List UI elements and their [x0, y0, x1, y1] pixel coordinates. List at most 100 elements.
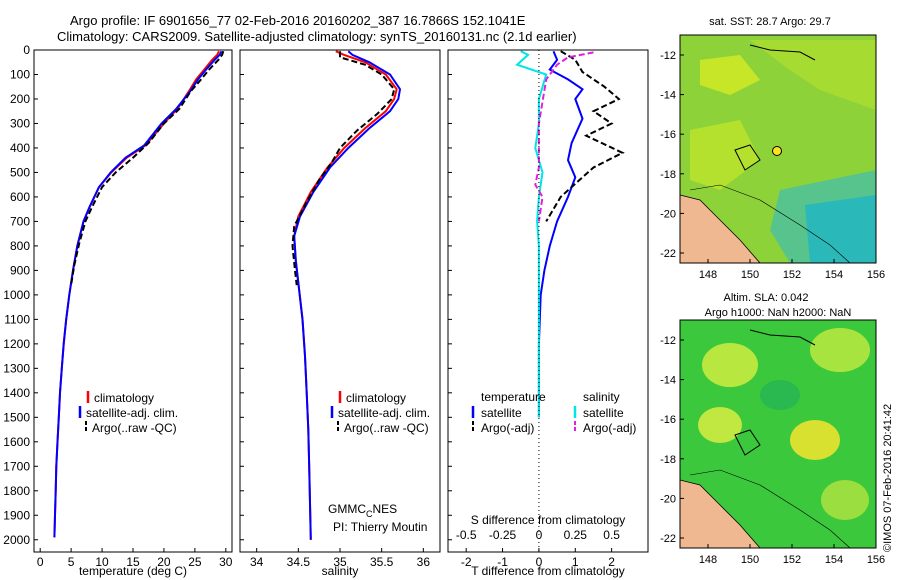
depth-tick-label: 100	[10, 67, 30, 81]
salinity-legend: climatology satellite-adj. clim. Argo(..…	[330, 391, 430, 435]
lon-tick-label: 148	[699, 269, 717, 281]
depth-tick-label: 300	[10, 116, 30, 130]
sst-map-title: sat. SST: 28.7 Argo: 29.7	[709, 16, 831, 28]
lat-tick-label: -14	[660, 375, 676, 387]
lon-tick-label: 150	[741, 269, 759, 281]
sla-lat-ticks: -12 -14 -16 -18 -20 -22	[660, 335, 684, 545]
depth-tick-label: 0	[23, 43, 30, 57]
temperature-legend: climatology satellite-adj. clim. Argo(..…	[78, 391, 178, 435]
sla-map	[679, 319, 877, 549]
legend-argo-label: Argo(..raw -QC)	[92, 421, 177, 435]
x-tick-label: 30	[219, 555, 233, 569]
lat-tick-label: -18	[660, 169, 676, 181]
s-tick-label: 0.5	[603, 528, 620, 542]
x-tick-label: -1	[497, 555, 508, 569]
sst-cool-region	[805, 195, 876, 263]
gmmc-label: GMMCCNES	[328, 502, 397, 519]
depth-tick-label: 900	[10, 263, 30, 277]
imos-credit: ©IMOS 07-Feb-2016 20:41:42	[882, 403, 894, 552]
sla-map-title-1: Altim. SLA: 0.042	[724, 292, 809, 304]
figure-title-line2: Climatology: CARS2009. Satellite-adjuste…	[57, 29, 577, 44]
x-tick-label: 20	[157, 555, 171, 569]
sla-reef-outline	[749, 329, 816, 346]
series-line-2	[515, 50, 548, 418]
lat-tick-label: -16	[660, 129, 676, 141]
depth-tick-label: 1000	[3, 288, 30, 302]
lat-tick-label: -20	[660, 493, 676, 505]
temperature-xlabel: temperature (deg C)	[79, 564, 187, 578]
depth-tick-label: 1300	[3, 361, 30, 375]
salinity-xlabel: salinity	[322, 564, 359, 578]
salinity-plot: 34 34.5 35 35.5 36	[250, 50, 430, 569]
sla-high-patch	[702, 343, 758, 387]
legend-temperature-header: temperature	[481, 390, 546, 404]
depth-tick-label: 700	[10, 214, 30, 228]
series-line-1	[545, 50, 625, 222]
pi-label: PI: Thierry Moutin	[333, 520, 427, 534]
series-line-3	[534, 51, 594, 222]
x-tick-label: 25	[188, 555, 202, 569]
temperature-plot: 0 5 10 15 20 25 30	[37, 50, 233, 569]
depth-tick-label: 1200	[3, 337, 30, 351]
sla-shelf-contour	[689, 469, 851, 549]
x-tick-label: -2	[461, 555, 472, 569]
sla-reef-outline	[734, 429, 761, 456]
x-tick-label: 10	[95, 555, 109, 569]
s-tick-label: 0.25	[564, 528, 588, 542]
series-line-2	[291, 51, 396, 286]
sla-high-patch	[810, 328, 870, 372]
depth-tick-label: 1700	[3, 459, 30, 473]
sst-map-frame	[679, 34, 877, 264]
figure-title-line1: Argo profile: IF 6901656_77 02-Feb-2016 …	[70, 13, 526, 28]
depth-tick-label: 600	[10, 190, 30, 204]
lat-tick-label: -16	[660, 414, 676, 426]
argo-float-marker	[772, 146, 782, 156]
legend-salinity-header: salinity	[583, 390, 620, 404]
salinity-panel-frame	[239, 49, 441, 553]
depth-tick-label: 1800	[3, 484, 30, 498]
x-tick-label: 34	[250, 555, 264, 569]
lon-tick-label: 156	[867, 269, 885, 281]
lat-tick-label: -12	[660, 50, 676, 62]
difference-s-xlabel: S difference from climatology	[471, 513, 626, 527]
legend-clim-label: climatology	[94, 391, 154, 405]
sla-map-title-2: Argo h1000: NaN h2000: NaN	[705, 307, 852, 319]
legend-argo-label: Argo(..raw -QC)	[344, 421, 429, 435]
depth-tick-label: 1600	[3, 435, 30, 449]
s-tick-label: -0.5	[456, 528, 477, 542]
sst-lat-ticks: -12 -14 -16 -18 -20 -22	[660, 50, 684, 260]
sst-shelf-contour	[689, 184, 851, 264]
legend-sat-label: satellite-adj. clim.	[86, 406, 178, 420]
series-line-0	[537, 50, 584, 418]
series-line-1	[53, 50, 223, 538]
depth-tick-label: 800	[10, 239, 30, 253]
s-tick-label: -0.25	[489, 528, 517, 542]
sla-map-frame	[679, 319, 877, 549]
legend-clim-label: climatology	[346, 391, 406, 405]
lon-tick-label: 154	[825, 554, 843, 566]
depth-tick-label: 1400	[3, 386, 30, 400]
depth-tick-label: 1900	[3, 508, 30, 522]
x-tick-label: 34.5	[287, 555, 311, 569]
legend-s-argo-label: Argo(-adj)	[583, 421, 636, 435]
lat-tick-label: -20	[660, 208, 676, 220]
legend-sat-label: satellite-adj. clim.	[338, 406, 430, 420]
x-tick-label: 5	[68, 555, 75, 569]
sla-lon-ticks: 148 150 152 154 156	[699, 544, 885, 566]
sst-reef-outline	[734, 144, 761, 171]
series-line-2	[70, 50, 225, 286]
sst-warm-patch	[700, 55, 760, 95]
difference-panel-frame	[447, 49, 649, 553]
x-tick-label: 0	[37, 555, 44, 569]
x-tick-label: 2	[608, 555, 615, 569]
sla-low-patch	[760, 380, 800, 410]
legend-t-sat-label: satellite	[481, 406, 522, 420]
lat-tick-label: -22	[660, 533, 676, 545]
sla-high-patch	[790, 420, 840, 460]
lon-tick-label: 156	[867, 554, 885, 566]
x-tick-label: 1	[572, 555, 579, 569]
lon-tick-label: 152	[783, 554, 801, 566]
x-tick-label: 15	[126, 555, 140, 569]
